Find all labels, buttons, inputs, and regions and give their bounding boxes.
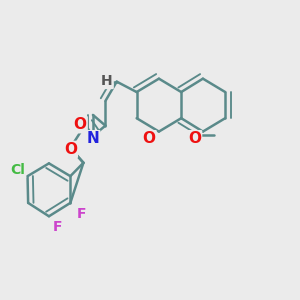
Text: N: N (87, 131, 99, 146)
Text: H: H (101, 74, 113, 88)
Text: O: O (188, 131, 201, 146)
Text: O: O (74, 117, 87, 132)
Text: F: F (53, 220, 63, 234)
Text: O: O (64, 142, 77, 157)
Text: F: F (77, 207, 86, 221)
Text: Cl: Cl (10, 163, 25, 177)
Text: O: O (142, 131, 156, 146)
